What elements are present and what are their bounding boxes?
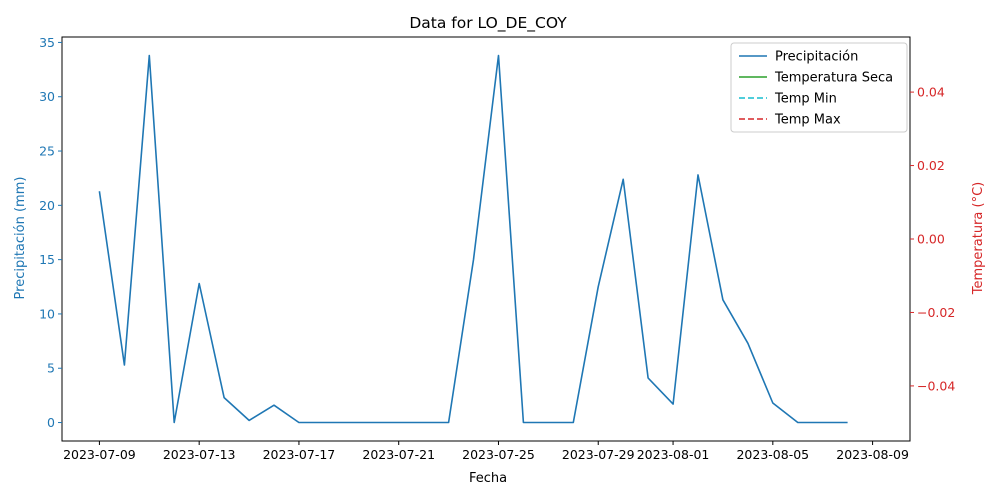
x-tick-label: 2023-08-05 [736,447,809,462]
left-y-tick-label: 20 [39,198,55,213]
right-y-axis: −0.04 −0.02 0.00 0.02 0.04 [910,85,955,393]
x-tick-label: 2023-08-01 [637,447,710,462]
legend-label: Temp Max [774,113,841,128]
legend-label: Precipitación [775,50,858,65]
legend: Precipitación Temperatura Seca Temp Min Tem… [730,42,908,133]
right-y-tick-label: −0.04 [917,378,955,393]
x-axis-label: Fecha [469,471,507,486]
x-tick-label: 2023-07-21 [362,447,435,462]
series-line-precipitacion [98,54,848,424]
right-y-axis-label: Temperatura (°C) [971,182,986,295]
x-tick-label: 2023-07-25 [462,447,535,462]
left-y-tick-label: 10 [39,306,55,321]
left-y-tick-label: 0 [47,415,55,430]
right-y-tick-label: 0.04 [917,85,945,100]
left-y-tick-label: 35 [39,35,55,50]
x-axis: 2023-07-09 2023-07-13 2023-07-17 2023-07-21… [63,441,909,462]
right-y-tick-label: −0.02 [917,305,955,320]
x-tick-label: 2023-07-17 [263,447,336,462]
right-y-tick-label: 0.00 [917,232,945,247]
x-tick-label: 2023-08-09 [836,447,909,462]
left-y-tick-label: 5 [47,361,55,376]
left-y-axis: 0 5 10 15 20 25 30 35 [39,35,62,430]
chart-title: Data for LO_DE_COY [409,14,567,33]
legend-label: Temp Min [774,92,837,107]
right-y-tick-label: 0.02 [917,158,945,173]
left-y-axis-label: Precipitación (mm) [13,177,28,300]
legend-box [730,42,908,133]
x-tick-label: 2023-07-13 [163,447,236,462]
left-y-tick-label: 15 [39,252,55,267]
x-tick-label: 2023-07-09 [63,447,136,462]
legend-label: Temperatura Seca [774,71,893,86]
left-y-tick-label: 25 [39,144,55,159]
x-tick-label: 2023-07-29 [562,447,635,462]
left-y-tick-label: 30 [39,89,55,104]
